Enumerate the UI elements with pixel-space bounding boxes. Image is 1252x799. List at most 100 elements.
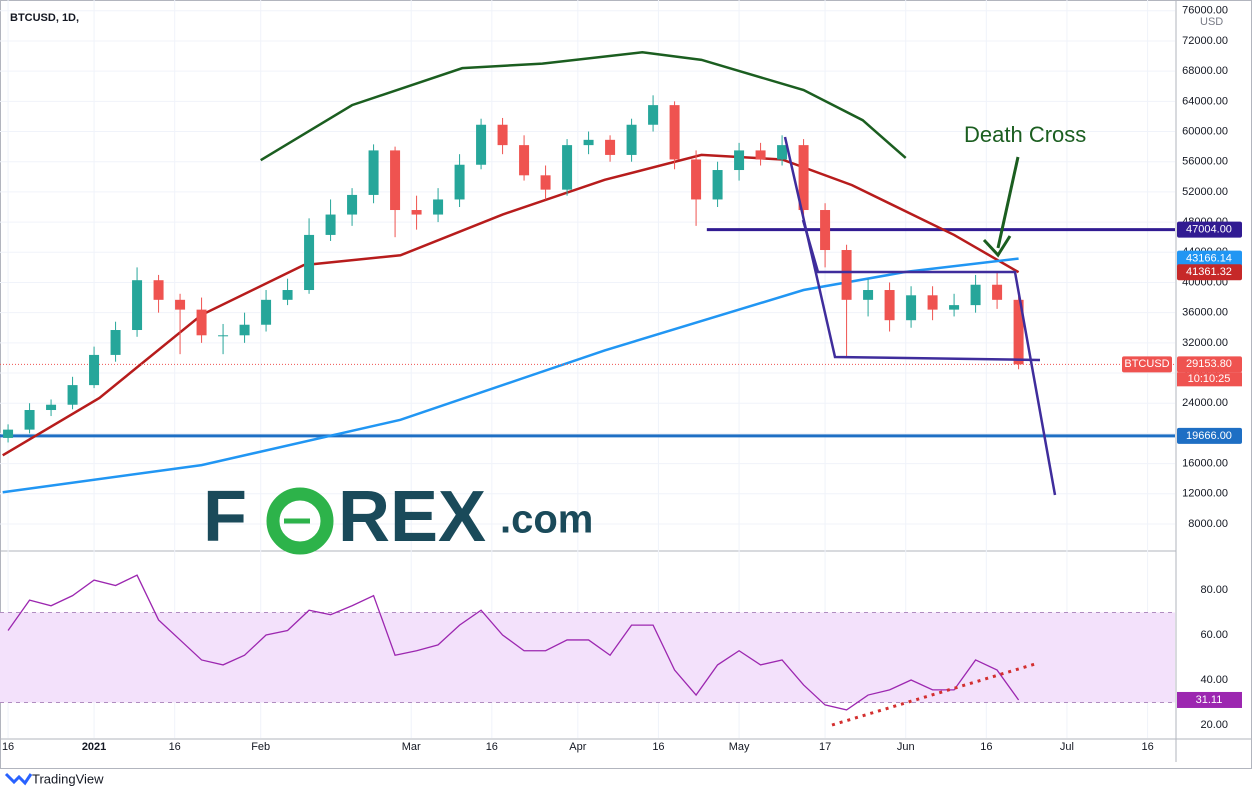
annotation-arrow [996, 156, 1020, 249]
candle-body [196, 309, 207, 336]
x-tick-label: 17 [819, 741, 831, 753]
price-label-box [1177, 356, 1242, 373]
price-label-box [1177, 221, 1242, 238]
candle-body [368, 150, 379, 195]
candle-body [476, 124, 487, 165]
candle-body [24, 410, 35, 430]
y-tick-label: 72000.00 [1182, 35, 1228, 47]
symbol-tag: BTCUSD [1124, 358, 1169, 370]
y-tick-label: 52000.00 [1182, 186, 1228, 198]
price-label-box [1177, 250, 1242, 267]
candle-body [304, 234, 315, 291]
rsi-last-label: 31.11 [1196, 694, 1223, 706]
rsi-tick-label: 80.00 [1200, 584, 1228, 596]
candle-body [669, 105, 680, 160]
x-tick-label: 16 [980, 741, 992, 753]
candle-body [239, 324, 250, 336]
candle-body [712, 170, 723, 200]
symbol-tag-box [1122, 356, 1172, 373]
candle-body [540, 175, 551, 190]
rsi-tick-label: 20.00 [1200, 719, 1228, 731]
y-tick-label: 36000.00 [1182, 307, 1228, 319]
candle-body [454, 164, 465, 200]
candle-body [970, 284, 981, 306]
y-tick-label: 60000.00 [1182, 125, 1228, 137]
candle-body [734, 150, 745, 171]
candle-body [927, 295, 938, 310]
candle-body [175, 299, 186, 310]
candle-body [562, 145, 573, 190]
rsi-trendline [831, 662, 1036, 727]
logo-right: REX [338, 477, 486, 557]
price-label: 29153.80 [1186, 358, 1232, 370]
countdown-box [1177, 372, 1242, 387]
price-label: 41361.32 [1186, 266, 1232, 278]
candle-body [67, 385, 78, 405]
candle-body [390, 150, 401, 211]
ma-line [2, 153, 1020, 457]
tv-logo [4, 772, 33, 786]
annotation: Death Cross [964, 122, 1086, 147]
x-tick-label: Apr [569, 741, 586, 753]
y-tick-label: 64000.00 [1182, 95, 1228, 107]
x-tick-label: 16 [486, 741, 498, 753]
x-tick-label: 16 [1141, 741, 1153, 753]
candle-body [949, 305, 960, 310]
x-tick-label: Jun [897, 741, 915, 753]
candle-body [411, 210, 422, 215]
price-label-box [1177, 427, 1242, 444]
annotation-arrowhead [982, 235, 1012, 258]
logo-o [266, 487, 334, 555]
candle-body [282, 290, 293, 300]
forex-logo: F REX .com [203, 477, 593, 557]
x-tick-label: Feb [251, 741, 270, 753]
candle-body [648, 105, 659, 125]
candle-body [89, 354, 100, 386]
y-tick-label: 16000.00 [1182, 457, 1228, 469]
rsi-tick-label: 60.00 [1200, 629, 1228, 641]
candle-body [992, 284, 1003, 300]
candle-body [798, 145, 809, 211]
candle-body [347, 194, 358, 215]
candle-body [132, 280, 143, 331]
price-label: 47004.00 [1186, 224, 1232, 236]
countdown: 10:10:25 [1188, 373, 1231, 385]
candle-body [1013, 299, 1024, 365]
rsi-band [0, 612, 1175, 703]
y-tick-label: 24000.00 [1182, 397, 1228, 409]
candle-body [519, 145, 530, 176]
candle-body [906, 295, 917, 321]
candle-body [863, 290, 874, 300]
x-tick-label: 16 [169, 741, 181, 753]
price-label: 43166.14 [1186, 252, 1232, 264]
candle-body [261, 299, 272, 325]
candle-body [820, 210, 831, 251]
drawings [783, 136, 1057, 496]
y-tick-label: 8000.00 [1188, 518, 1228, 530]
x-tick-label: 16 [652, 741, 664, 753]
logo-left: F [203, 477, 247, 557]
symbol-title: BTCUSD, 1D, [10, 12, 79, 24]
candle-body [218, 335, 229, 337]
rsi-line [7, 574, 1020, 711]
candle-body [777, 145, 788, 160]
y-tick-label: 12000.00 [1182, 488, 1228, 500]
y-tick-label: 32000.00 [1182, 337, 1228, 349]
y-tick-label: 76000.00 [1182, 5, 1228, 17]
candle-body [110, 330, 121, 355]
candle-body [841, 250, 852, 300]
rsi-last-box [1177, 691, 1242, 708]
flag-line [783, 136, 1041, 362]
currency: USD [1200, 16, 1223, 28]
candle-body [325, 214, 336, 235]
price-label: 19666.00 [1186, 430, 1232, 442]
candle-body [691, 159, 702, 200]
candle-body [153, 280, 164, 300]
price-label-box [1177, 264, 1242, 281]
x-tick-label: 16 [2, 741, 14, 753]
flag-line [801, 219, 1057, 496]
candle-body [433, 199, 444, 215]
x-tick-label: 2021 [82, 741, 106, 753]
